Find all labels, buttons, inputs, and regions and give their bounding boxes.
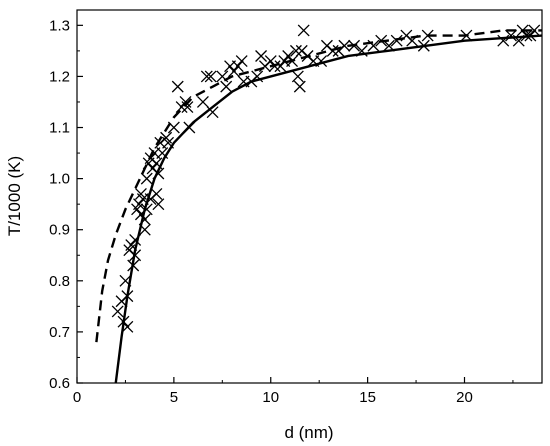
- x-axis-ticks: 0 5 10 15 20: [73, 377, 514, 406]
- data-point: [196, 96, 209, 108]
- x-tick-label: 15: [359, 389, 376, 406]
- x-tick-label: 0: [73, 389, 81, 406]
- data-point: [289, 44, 302, 57]
- y-tick-label: 1.0: [49, 171, 70, 188]
- data-point: [291, 70, 304, 83]
- y-axis-title: T/1000 (K): [5, 156, 24, 236]
- data-point: [505, 29, 517, 42]
- data-point: [255, 50, 268, 62]
- data-point: [152, 198, 165, 211]
- x-tick-label: 5: [170, 389, 178, 406]
- x-tick-label: 10: [262, 389, 279, 406]
- x-axis-title: d (nm): [284, 423, 333, 442]
- data-point: [175, 101, 188, 114]
- y-tick-label: 1.1: [49, 120, 70, 137]
- data-point: [133, 198, 145, 211]
- data-point: [528, 24, 541, 37]
- y-tick-label: 0.6: [49, 375, 70, 392]
- data-point: [181, 101, 194, 114]
- data-point: [204, 70, 217, 83]
- data-point: [220, 80, 233, 93]
- plot-frame: [76, 9, 543, 384]
- y-tick-label: 0.7: [49, 324, 70, 341]
- data-point: [338, 39, 351, 52]
- data-point: [390, 34, 403, 47]
- dashed-fit-line: [95, 29, 542, 343]
- data-point: [297, 24, 310, 37]
- x-tick-label: 20: [456, 389, 473, 406]
- data-point: [200, 70, 213, 83]
- data-point: [140, 172, 153, 185]
- data-point: [231, 60, 244, 73]
- y-tick-label: 1.2: [49, 68, 70, 85]
- scatter-series: [111, 24, 541, 333]
- y-tick-label: 0.8: [49, 273, 70, 290]
- data-point: [274, 60, 287, 73]
- data-point: [227, 65, 240, 78]
- data-point: [293, 80, 306, 93]
- data-point: [235, 55, 248, 68]
- y-tick-label: 0.9: [49, 222, 70, 239]
- y-axis-ticks: 0.6 0.7 0.8 0.9 1.0 1.1 1.2 1.3: [49, 17, 83, 392]
- y-tick-label: 1.3: [49, 17, 70, 34]
- data-point: [171, 80, 184, 93]
- data-point: [111, 305, 124, 318]
- data-point: [150, 187, 163, 200]
- solid-fit-line: [114, 34, 543, 384]
- series-layer: [95, 24, 543, 384]
